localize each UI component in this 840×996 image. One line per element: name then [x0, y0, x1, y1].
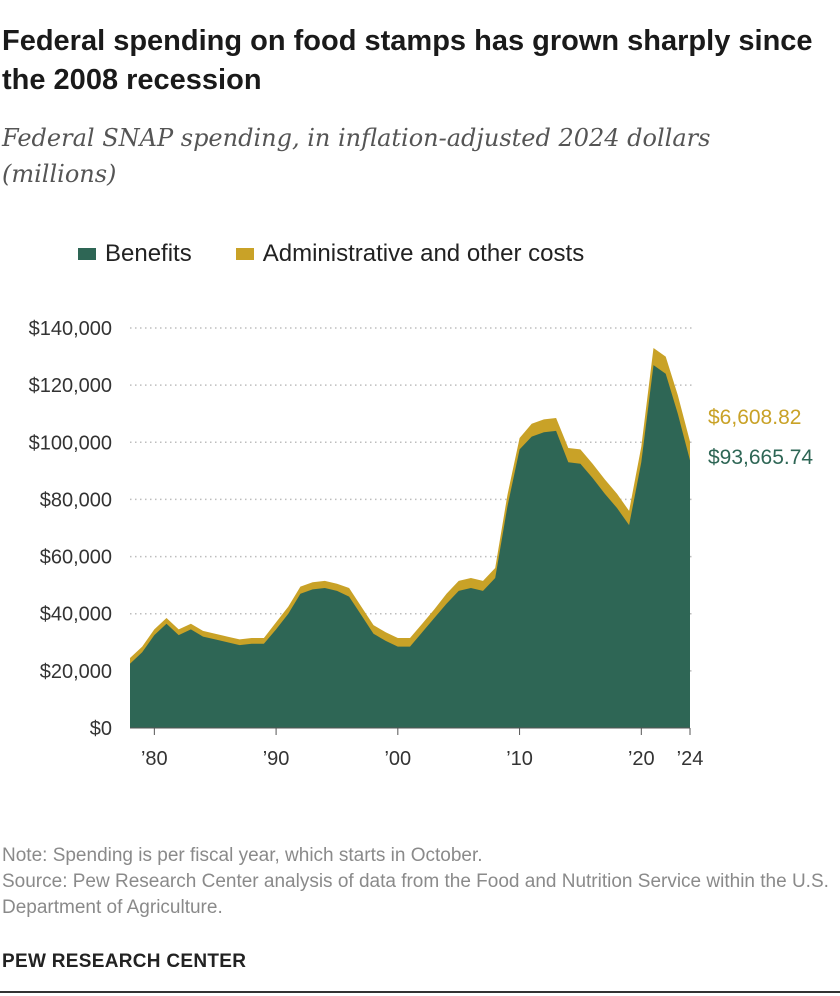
area-chart: $0 $20,000 $40,000 $60,000 $80,000 $100,000 $1… [29, 318, 814, 770]
legend-item-benefits: Benefits [78, 240, 192, 268]
source-text: Source: Pew Research Center analysis of … [2, 871, 829, 918]
x-tick-label: ’80 [141, 748, 168, 770]
y-tick-label: $80,000 [40, 489, 112, 511]
x-tick-label: ’20 [628, 748, 655, 770]
y-tick-label: $40,000 [40, 604, 112, 626]
y-tick-label: $0 [90, 718, 112, 740]
legend-item-admin: Administrative and other costs [235, 240, 585, 268]
y-tick-label: $120,000 [29, 375, 112, 397]
y-tick-label: $140,000 [29, 318, 112, 340]
legend-label-admin: Administrative and other costs [262, 240, 585, 267]
admin-end-label: $6,608.82 [708, 406, 801, 429]
x-tick-label: ’00 [384, 748, 411, 770]
x-tick-label: ’90 [263, 748, 290, 770]
bottom-rule [0, 991, 840, 993]
benefits-area [130, 365, 690, 728]
x-tick-label: ’10 [506, 748, 533, 770]
x-tick-label: ’24 [677, 748, 704, 770]
chart-subtitle: Federal SNAP spending, in inflation-adju… [2, 124, 711, 188]
legend-swatch-admin [235, 248, 254, 260]
y-tick-label: $20,000 [40, 661, 112, 683]
chart-title: Federal spending on food stamps has grow… [2, 25, 813, 96]
benefits-end-label: $93,665.74 [708, 446, 813, 469]
y-tick-label: $100,000 [29, 432, 112, 454]
legend-swatch-benefits [78, 248, 96, 260]
legend-label-benefits: Benefits [105, 240, 192, 267]
legend: Benefits Administrative and other costs [78, 240, 628, 268]
brand-logo: PEW RESEARCH CENTER [2, 951, 247, 972]
note-text: Note: Spending is per fiscal year, which… [2, 845, 483, 866]
y-tick-label: $60,000 [40, 547, 112, 569]
notes: Note: Spending is per fiscal year, which… [2, 843, 838, 921]
